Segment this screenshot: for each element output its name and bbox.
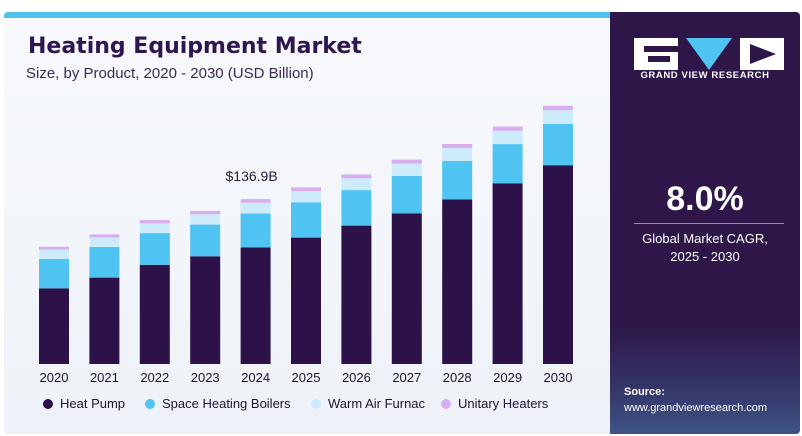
- x-tick-label: 2026: [342, 370, 371, 385]
- bar-segment-2025-space-heating-boilers: [291, 202, 321, 238]
- accent-bar: [4, 12, 610, 18]
- bar-segment-2030-unitary-heaters: [543, 105, 573, 111]
- bar-segment-2025-warm-air-furnac: [291, 191, 321, 203]
- legend-swatch-icon: [441, 399, 451, 409]
- legend-label: Unitary Heaters: [458, 396, 549, 411]
- bar-segment-2023-space-heating-boilers: [190, 224, 221, 257]
- x-tick-label: 2022: [140, 370, 169, 385]
- chart-title: Heating Equipment Market: [28, 34, 362, 59]
- x-tick-label: 2021: [90, 370, 119, 385]
- legend-swatch-icon: [145, 399, 155, 409]
- brand-name: GRAND VIEW RESEARCH: [640, 70, 770, 81]
- infographic-card: Heating Equipment Market Size, by Produc…: [4, 12, 800, 434]
- bar-segment-2028-warm-air-furnac: [442, 148, 473, 161]
- bar-segment-2020-space-heating-boilers: [39, 258, 69, 289]
- bar-segment-2020-heat-pump: [39, 288, 69, 364]
- bar-segment-2025-unitary-heaters: [291, 187, 321, 191]
- x-tick-label: 2027: [392, 370, 421, 385]
- cagr-value: 8.0%: [666, 180, 744, 218]
- x-tick-label: 2030: [544, 370, 573, 385]
- bar-segment-2029-heat-pump: [492, 183, 523, 364]
- bar-segment-2027-warm-air-furnac: [391, 163, 422, 176]
- bar-segment-2028-heat-pump: [442, 199, 473, 364]
- legend-label: Heat Pump: [60, 396, 125, 411]
- legend-swatch-icon: [311, 399, 321, 409]
- bar-segment-2022-unitary-heaters: [139, 220, 170, 224]
- x-tick-label: 2024: [241, 370, 270, 385]
- x-tick-label: 2020: [40, 370, 69, 385]
- bar-segment-2022-space-heating-boilers: [139, 233, 170, 265]
- chart-subtitle: Size, by Product, 2020 - 2030 (USD Billi…: [26, 65, 314, 82]
- bar-segment-2024-heat-pump: [240, 247, 271, 364]
- bar-segment-2021-warm-air-furnac: [89, 237, 120, 247]
- bar-segment-2022-heat-pump: [139, 264, 170, 364]
- x-tick-label: 2029: [493, 370, 522, 385]
- bar-segment-2023-warm-air-furnac: [190, 214, 221, 225]
- source-label: Source:: [624, 386, 665, 398]
- bar-segment-2025-heat-pump: [291, 237, 321, 364]
- bar-segment-2027-heat-pump: [391, 213, 422, 364]
- bar-segment-2026-heat-pump: [341, 225, 372, 364]
- x-tick-label: 2028: [443, 370, 472, 385]
- bar-segment-2023-heat-pump: [190, 256, 221, 364]
- bar-segment-2024-warm-air-furnac: [240, 202, 271, 214]
- source-link[interactable]: www.grandviewresearch.com: [624, 402, 768, 414]
- bar-segment-2030-space-heating-boilers: [543, 123, 573, 166]
- cagr-label-line2: 2025 - 2030: [670, 249, 740, 264]
- divider: [634, 223, 784, 224]
- legend-label: Warm Air Furnac: [328, 396, 426, 411]
- data-label-annotation: $136.9B: [226, 168, 278, 184]
- bar-segment-2024-space-heating-boilers: [240, 213, 271, 248]
- cagr-label: Global Market CAGR, 2025 - 2030: [610, 230, 800, 266]
- legend-swatch-icon: [43, 399, 53, 409]
- cagr-label-line1: Global Market CAGR,: [642, 231, 768, 246]
- stats-sidebar: GRAND VIEW RESEARCH 8.0% Global Market C…: [610, 12, 800, 434]
- bar-segment-2021-space-heating-boilers: [89, 246, 120, 278]
- bar-segment-2029-unitary-heaters: [492, 126, 523, 131]
- bar-segment-2027-space-heating-boilers: [391, 175, 422, 214]
- bar-segment-2021-unitary-heaters: [89, 234, 120, 238]
- legend-label: Space Heating Boilers: [162, 396, 291, 411]
- stacked-bar-chart: 2020 2021 2022 2023 2024 $136.9B 2025 2026 2027 2…: [39, 105, 573, 411]
- bar-segment-2028-unitary-heaters: [442, 144, 473, 149]
- bar-segment-2030-warm-air-furnac: [543, 110, 573, 124]
- bar-segment-2021-heat-pump: [89, 277, 120, 364]
- bar-segment-2026-warm-air-furnac: [341, 178, 372, 191]
- bar-segment-2026-unitary-heaters: [341, 174, 372, 179]
- x-tick-label: 2023: [191, 370, 220, 385]
- x-tick-label: 2025: [292, 370, 321, 385]
- bar-segment-2026-space-heating-boilers: [341, 190, 372, 226]
- bar-segment-2020-unitary-heaters: [39, 246, 69, 250]
- bar-segment-2027-unitary-heaters: [391, 159, 422, 164]
- bar-segment-2030-heat-pump: [543, 165, 573, 364]
- bar-segment-2023-unitary-heaters: [190, 210, 221, 215]
- bar-segment-2028-space-heating-boilers: [442, 160, 473, 200]
- grand-view-research-logo: [634, 38, 784, 70]
- bar-segment-2020-warm-air-furnac: [39, 249, 69, 259]
- sidebar-gradient: [610, 324, 800, 434]
- bar-segment-2029-space-heating-boilers: [492, 144, 523, 184]
- bar-segment-2022-warm-air-furnac: [139, 223, 170, 234]
- bar-segment-2024-unitary-heaters: [240, 199, 271, 203]
- bar-segment-2029-warm-air-furnac: [492, 130, 523, 145]
